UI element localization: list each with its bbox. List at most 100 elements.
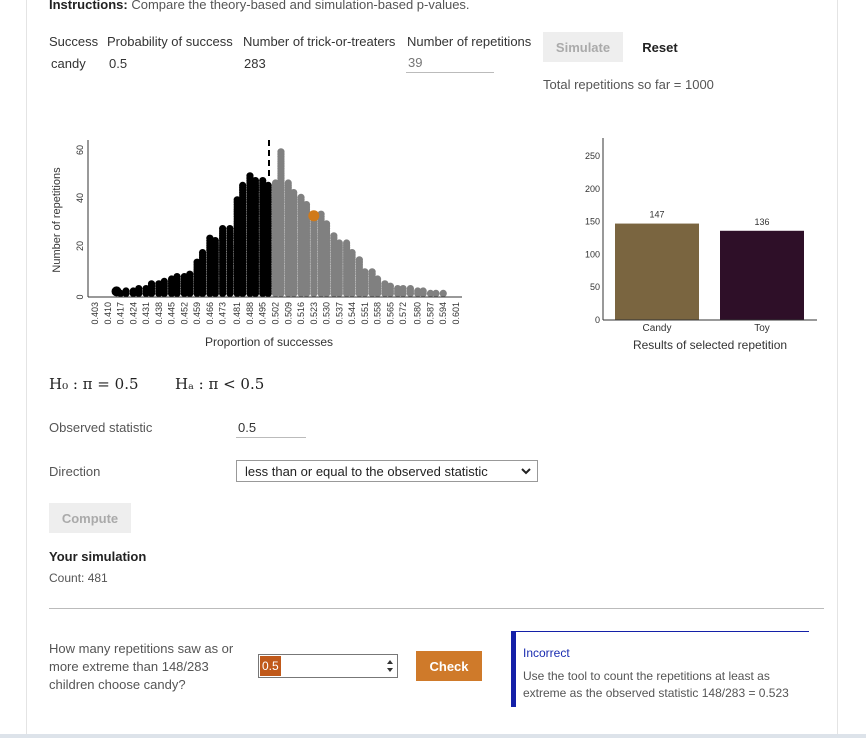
simulate-button[interactable]: Simulate bbox=[543, 32, 623, 62]
success-header: Success bbox=[49, 34, 99, 49]
direction-select[interactable]: less than or equal to the observed stati… bbox=[236, 460, 538, 482]
bar-category-label: Toy bbox=[754, 323, 770, 334]
dotplot-xtick: 0.601 bbox=[451, 302, 461, 325]
dot bbox=[186, 270, 194, 278]
dot bbox=[406, 285, 415, 293]
dot bbox=[173, 273, 181, 281]
repetitions-header: Number of repetitions bbox=[407, 34, 532, 49]
dot-large bbox=[111, 286, 122, 297]
question-text: How many repetitions saw as or more extr… bbox=[49, 641, 234, 692]
dot bbox=[246, 172, 254, 180]
dot bbox=[290, 189, 298, 197]
simulation-count: Count: 481 bbox=[49, 571, 108, 585]
dot bbox=[330, 232, 338, 240]
dot bbox=[394, 285, 402, 293]
dotplot-xtick: 0.403 bbox=[90, 302, 100, 325]
bar-chart-xlabel: Results of selected repetition bbox=[633, 338, 787, 352]
dot bbox=[297, 193, 305, 201]
success-value: candy bbox=[51, 56, 86, 71]
dot bbox=[233, 196, 241, 204]
bar-chart-ytick: 50 bbox=[590, 282, 600, 292]
dot bbox=[259, 177, 267, 185]
dotplot-xlabel: Proportion of successes bbox=[205, 335, 333, 349]
alternative-hypothesis: Hₐ : π < 0.5 bbox=[175, 375, 265, 393]
dot bbox=[284, 179, 292, 187]
dotplot-xtick: 0.537 bbox=[334, 302, 344, 325]
dotplot-xtick: 0.580 bbox=[413, 302, 423, 325]
dotplot-chart[interactable]: 0 20 40 60 Number of repetitions 0.403 0.… bbox=[40, 130, 470, 355]
probability-header: Probability of success bbox=[107, 34, 233, 49]
dotplot-ytick: 40 bbox=[75, 193, 85, 203]
dot bbox=[264, 181, 272, 189]
dotplot-xtick: 0.445 bbox=[167, 302, 177, 325]
dotplot-xtick: 0.438 bbox=[154, 302, 164, 325]
dot bbox=[211, 237, 219, 245]
dot bbox=[322, 220, 331, 228]
dot bbox=[419, 287, 427, 295]
dotplot-xtick: 0.572 bbox=[398, 302, 408, 325]
bar-category-label: Candy bbox=[643, 323, 672, 334]
null-hypothesis: H₀ : π = 0.5 bbox=[49, 375, 139, 393]
reset-button[interactable]: Reset bbox=[630, 32, 690, 62]
spinner-icon[interactable] bbox=[386, 658, 394, 674]
dotplot-xtick: 0.516 bbox=[296, 302, 306, 325]
answer-input[interactable]: 0.5 bbox=[258, 654, 398, 678]
dot bbox=[180, 273, 188, 281]
dot bbox=[368, 268, 376, 276]
bar-chart-ytick: 150 bbox=[585, 217, 600, 227]
feedback-title: Incorrect bbox=[523, 646, 570, 660]
check-button[interactable]: Check bbox=[416, 651, 482, 681]
bar-chart-ytick: 250 bbox=[585, 151, 600, 161]
dot bbox=[155, 280, 163, 288]
selected-repetition-dot[interactable] bbox=[308, 210, 320, 222]
observed-statistic-input[interactable] bbox=[236, 417, 306, 438]
dot bbox=[277, 148, 285, 156]
dot bbox=[374, 275, 382, 283]
dotplot-xtick: 0.481 bbox=[232, 302, 242, 325]
dot bbox=[271, 179, 280, 187]
dotplot-xtick: 0.565 bbox=[385, 302, 395, 325]
dotplot-ytick: 60 bbox=[75, 145, 85, 155]
dotplot-xtick: 0.431 bbox=[141, 302, 151, 325]
compute-button[interactable]: Compute bbox=[49, 503, 131, 533]
bottom-strip bbox=[0, 734, 866, 738]
dot bbox=[122, 287, 130, 295]
dotplot-xtick: 0.452 bbox=[179, 302, 189, 325]
dot bbox=[348, 249, 356, 257]
dotplot-xtick: 0.594 bbox=[438, 302, 448, 325]
total-repetitions: Total repetitions so far = 1000 bbox=[543, 77, 714, 92]
chevron-down-icon bbox=[519, 464, 533, 478]
dotplot-xtick: 0.544 bbox=[347, 302, 357, 325]
dot bbox=[198, 249, 207, 257]
bar-chart: 147 Candy 136 Toy 0 50 100 150 200 250 Results o… bbox=[585, 138, 817, 352]
feedback-box: Incorrect Use the tool to count the repe… bbox=[511, 631, 809, 707]
dot bbox=[167, 275, 176, 283]
dot bbox=[302, 201, 311, 209]
dotplot-xtick: 0.509 bbox=[283, 302, 293, 325]
dot bbox=[129, 287, 137, 295]
dotplot-xtick: 0.551 bbox=[360, 302, 370, 325]
repetitions-input[interactable] bbox=[406, 52, 494, 73]
dotplot-xtick: 0.587 bbox=[425, 302, 435, 325]
dot bbox=[226, 225, 234, 233]
dotplot-xtick: 0.523 bbox=[309, 302, 319, 325]
dot bbox=[386, 282, 394, 290]
dot bbox=[239, 181, 247, 189]
dot bbox=[206, 234, 214, 242]
dot bbox=[343, 239, 351, 247]
divider bbox=[49, 608, 824, 609]
direction-label: Direction bbox=[49, 464, 101, 479]
dotplot-xtick: 0.558 bbox=[373, 302, 383, 325]
dot bbox=[399, 285, 407, 293]
dot bbox=[335, 239, 343, 247]
probability-value: 0.5 bbox=[109, 56, 128, 71]
dot bbox=[361, 268, 369, 276]
bar-chart-ytick: 100 bbox=[585, 249, 600, 259]
direction-selected-value: less than or equal to the observed stati… bbox=[245, 464, 488, 479]
instructions: Instructions: Compare the theory-based a… bbox=[49, 0, 470, 12]
dot bbox=[355, 256, 363, 264]
dotplot-xtick: 0.424 bbox=[128, 302, 138, 325]
bar-value-label: 136 bbox=[754, 217, 769, 227]
dotplot-xtick: 0.466 bbox=[205, 302, 215, 325]
dotplot-xtick: 0.417 bbox=[116, 302, 126, 325]
